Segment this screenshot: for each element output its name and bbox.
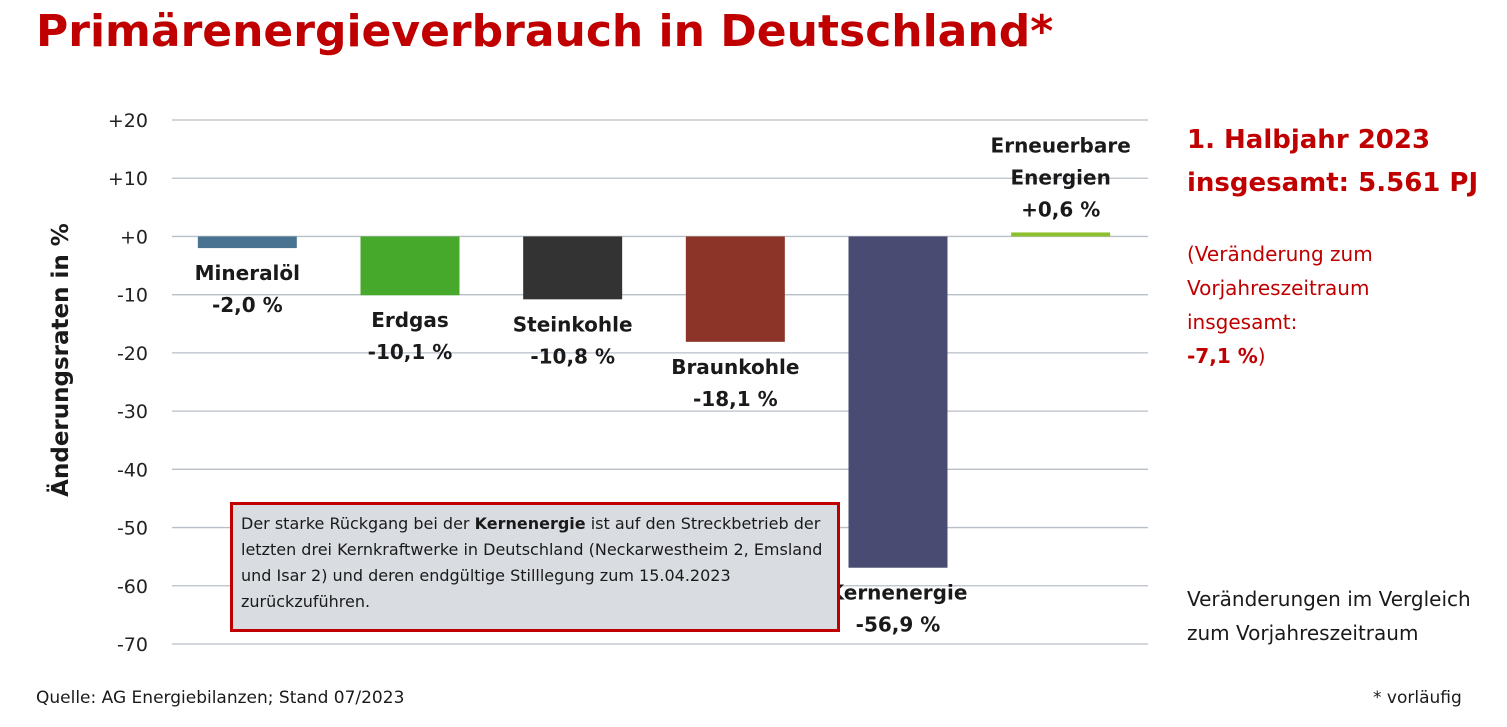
bar-labels: Mineralöl -2,0 % Erdgas -10,1 % Steinkohle -1… <box>195 133 1131 636</box>
bar-category-label: Mineralöl <box>195 261 300 285</box>
annotation-text-end: ist auf den Streckbetrieb der letzten dr… <box>241 514 823 611</box>
bar-category-label: Steinkohle <box>513 312 633 336</box>
bar-category-label: Erneuerbare <box>991 133 1131 157</box>
y-axis-ticks: +20 +10 +0 -10 -20 -30 -40 -50 -60 -70 <box>108 110 148 656</box>
bar-value-label: -56,9 % <box>856 613 941 637</box>
bar-category-label: Kernenergie <box>829 581 968 605</box>
bar-value-label: -2,0 % <box>212 293 283 317</box>
total-change-note: (Veränderung zum Vorjahreszeitraum insge… <box>1187 237 1373 373</box>
y-tick-label: -10 <box>117 285 148 307</box>
note-line-1: (Veränderung zum <box>1187 242 1373 266</box>
y-axis-label: Änderungsraten in % <box>46 223 74 497</box>
y-tick-label: -50 <box>117 518 148 540</box>
note-line-3: insgesamt: <box>1187 310 1298 334</box>
y-tick-label: +0 <box>120 226 148 248</box>
bar-category-label: Braunkohle <box>671 355 799 379</box>
bar-value-label: +0,6 % <box>1021 197 1100 221</box>
total-summary: 1. Halbjahr 2023 insgesamt: 5.561 PJ <box>1187 119 1478 205</box>
footnote: * vorläufig <box>1373 688 1462 708</box>
note-line-2: Vorjahreszeitraum <box>1187 276 1370 300</box>
comparison-line-2: zum Vorjahreszeitraum <box>1187 621 1419 645</box>
bar-6 <box>1011 232 1111 237</box>
note-line-4: -7,1 %) <box>1187 339 1373 373</box>
bar-category-label: Erdgas <box>371 308 449 332</box>
bar-2 <box>360 236 460 296</box>
y-tick-label: -20 <box>117 343 148 365</box>
y-tick-label: +10 <box>108 168 148 190</box>
y-tick-label: +20 <box>108 110 148 132</box>
bar-category-label: Energien <box>1011 165 1111 189</box>
source-note: Quelle: AG Energiebilanzen; Stand 07/202… <box>36 688 405 708</box>
y-tick-label: -60 <box>117 576 148 598</box>
y-tick-label: -30 <box>117 401 148 423</box>
bar-3 <box>523 236 623 300</box>
y-tick-label: -40 <box>117 459 148 481</box>
bar-value-label: -10,1 % <box>368 340 453 364</box>
nuclear-annotation-box: Der starke Rückgang bei der Kernenergie … <box>230 502 840 632</box>
summary-total: insgesamt: 5.561 PJ <box>1187 168 1479 198</box>
total-change-value: -7,1 % <box>1187 344 1258 368</box>
bar-1 <box>197 236 297 249</box>
annotation-text-start: Der starke Rückgang bei der <box>241 514 475 533</box>
bar-5 <box>848 236 948 568</box>
chart-title: Primärenergieverbrauch in Deutschland* <box>36 6 1054 57</box>
bars <box>197 232 1111 568</box>
bar-value-label: -18,1 % <box>693 387 778 411</box>
summary-period: 1. Halbjahr 2023 <box>1187 125 1431 155</box>
bar-4 <box>685 236 785 342</box>
comparison-note: Veränderungen im Vergleich zum Vorjahres… <box>1187 582 1471 650</box>
comparison-line-1: Veränderungen im Vergleich <box>1187 587 1471 611</box>
y-tick-label: -70 <box>117 634 148 656</box>
annotation-keyword: Kernenergie <box>474 514 586 533</box>
bar-value-label: -10,8 % <box>530 344 615 368</box>
note-close-paren: ) <box>1257 344 1266 368</box>
